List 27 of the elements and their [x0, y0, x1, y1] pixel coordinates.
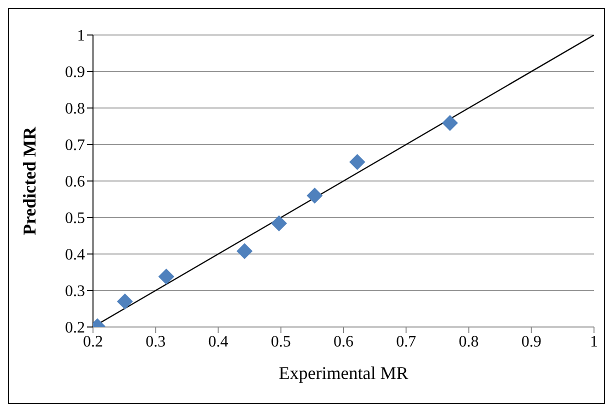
y-tick-label: 0.6 — [65, 174, 85, 191]
x-tick-label: 0.7 — [396, 333, 416, 350]
y-axis-title: Predicted MR — [19, 126, 40, 236]
point — [442, 114, 458, 131]
y-tick-label: 1 — [77, 28, 85, 45]
x-tick-label: 0.8 — [458, 333, 479, 350]
x-tick-label: 0.4 — [208, 333, 228, 350]
y-tick-label: 0.8 — [65, 100, 85, 118]
x-tick-label: 0.2 — [83, 333, 103, 350]
y-tick-label: 0.3 — [65, 283, 85, 300]
y-tick-label: 0.7 — [65, 137, 85, 154]
y-tick-label: 0.2 — [65, 320, 85, 337]
x-tick-label: 0.6 — [334, 333, 354, 350]
point — [349, 154, 366, 170]
y-tick-label: 0.5 — [65, 210, 85, 228]
point — [158, 268, 174, 285]
point — [270, 215, 287, 232]
x-axis-title: Experimental MR — [278, 363, 408, 383]
point — [306, 188, 323, 204]
x-tick-label: 0.3 — [146, 333, 166, 350]
point — [116, 293, 133, 310]
y-tick-label: 0.9 — [65, 64, 85, 82]
x-tick-label: 1 — [590, 333, 598, 350]
point — [236, 243, 253, 260]
x-tick-label: 0.5 — [270, 333, 291, 350]
y-tick-label: 0.4 — [65, 246, 85, 264]
x-tick-label: 0.9 — [521, 333, 542, 350]
